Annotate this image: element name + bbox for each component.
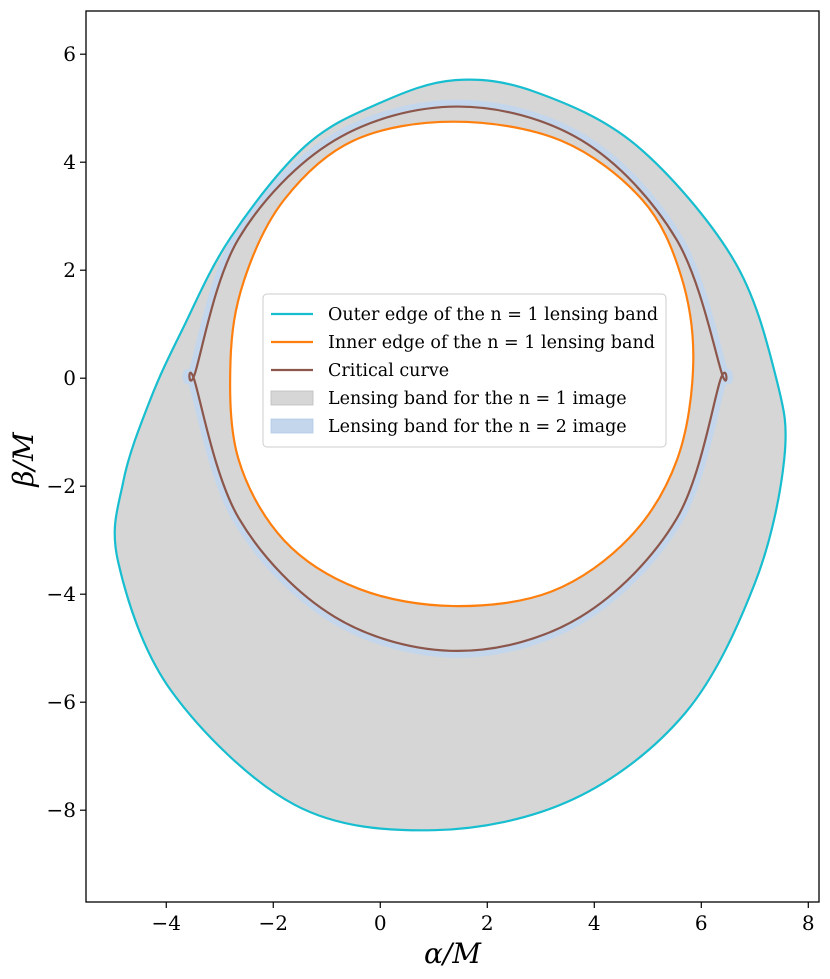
x-tick-label: 8 <box>802 911 815 935</box>
legend-label: Lensing band for the n = 2 image <box>328 417 627 437</box>
y-tick-label: 4 <box>63 150 76 174</box>
legend-label: Lensing band for the n = 1 image <box>328 389 627 409</box>
y-tick-label: 6 <box>63 42 76 66</box>
legend: Outer edge of the n = 1 lensing band Inne… <box>262 293 667 448</box>
bands-layer <box>114 79 786 831</box>
critical-curve-line <box>188 105 728 653</box>
legend-patch-swatch <box>270 390 314 406</box>
band-n1 <box>114 79 786 831</box>
x-tick-label: 4 <box>588 911 601 935</box>
lines-layer <box>113 78 787 832</box>
legend-label: Critical curve <box>328 361 449 381</box>
x-tick-label: 6 <box>695 911 708 935</box>
x-tick-label: 0 <box>374 911 387 935</box>
y-tick-label: −6 <box>47 690 76 714</box>
y-tick-label: 0 <box>63 366 76 390</box>
legend-label: Inner edge of the n = 1 lensing band <box>328 333 655 353</box>
x-tick-label: −2 <box>259 911 288 935</box>
legend-box <box>262 293 667 448</box>
y-tick-label: −4 <box>47 582 76 606</box>
ticks-layer: −4 −2 0 2 4 6 8 −8 −6 −4 −2 0 2 4 6 <box>47 42 815 935</box>
x-axis-label: α/M <box>424 937 482 970</box>
y-tick-label: 2 <box>63 258 76 282</box>
y-tick-label: −2 <box>47 474 76 498</box>
x-tick-label: 2 <box>481 911 494 935</box>
legend-label: Outer edge of the n = 1 lensing band <box>328 305 658 325</box>
band-n2 <box>182 99 734 658</box>
x-tick-label: −4 <box>152 911 181 935</box>
plot-frame <box>85 10 820 903</box>
y-axis-label: β/M <box>7 431 40 488</box>
legend-patch-swatch <box>270 418 314 434</box>
outer-edge-line <box>113 78 787 832</box>
inner-edge-line <box>228 120 695 608</box>
y-tick-label: −8 <box>47 798 76 822</box>
